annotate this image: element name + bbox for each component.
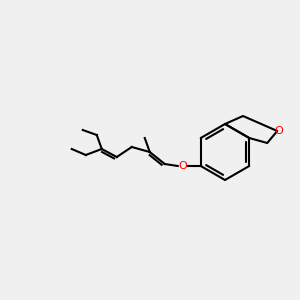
Text: O: O (275, 126, 284, 136)
Text: O: O (178, 161, 187, 171)
